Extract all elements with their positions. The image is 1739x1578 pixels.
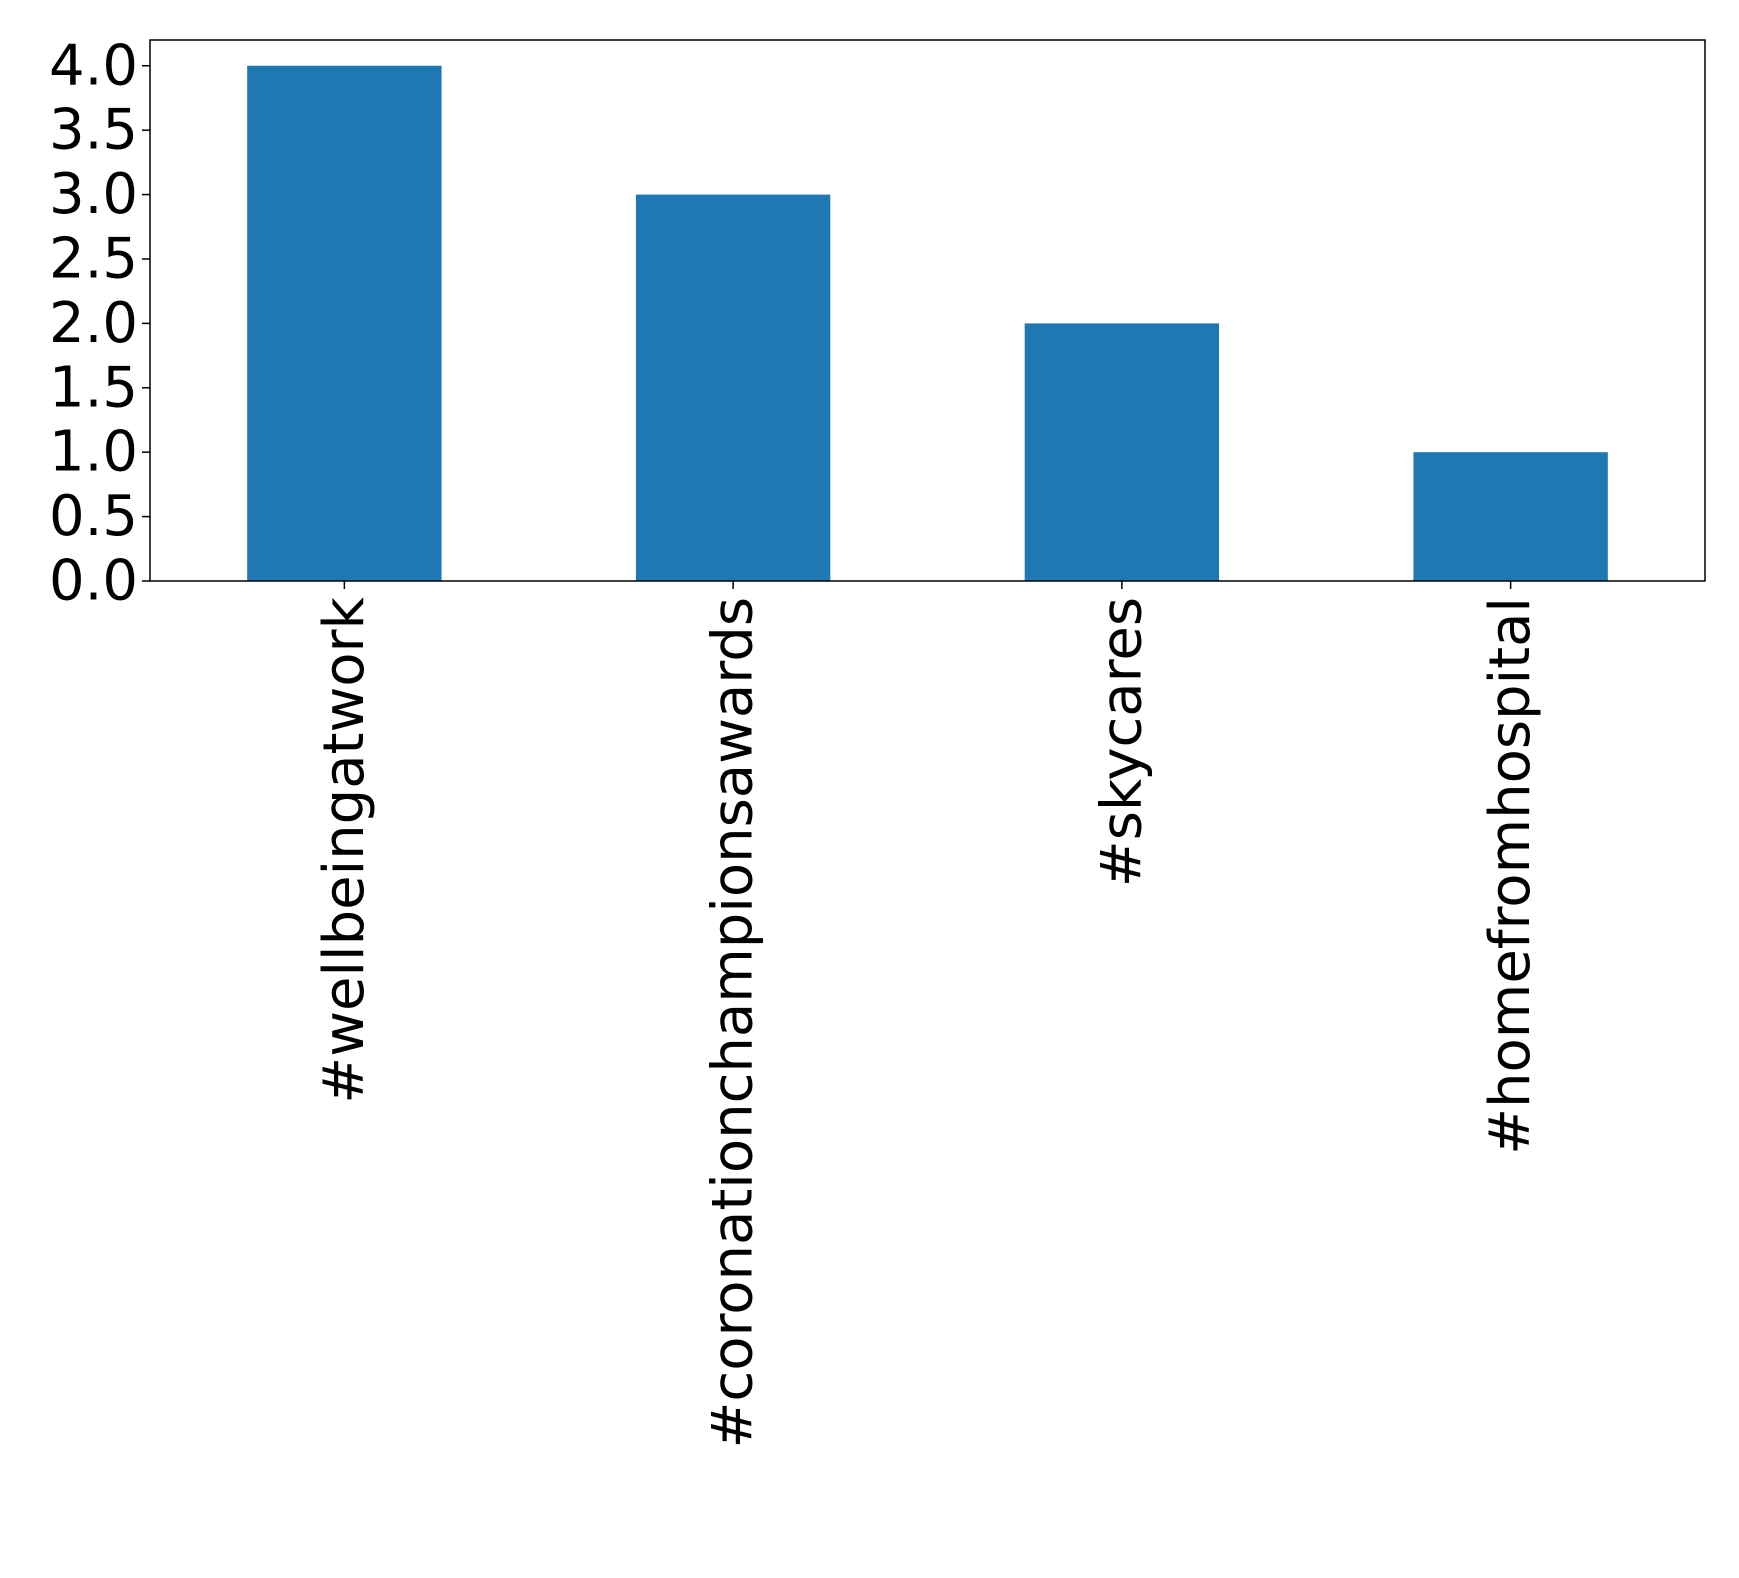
y-axis: 0.00.51.01.52.02.53.03.54.0 <box>49 33 150 614</box>
y-tick-label: 1.0 <box>49 420 138 485</box>
x-tick-label: #homefromhospital <box>1478 597 1543 1155</box>
x-tick-label: #coronationchampionsawards <box>701 597 766 1448</box>
y-tick-label: 0.5 <box>49 484 138 549</box>
y-tick-label: 3.0 <box>49 162 138 227</box>
x-tick-label: #skycares <box>1089 597 1154 887</box>
y-tick-label: 3.5 <box>49 98 138 163</box>
x-tick-label: #wellbeingatwork <box>312 596 377 1103</box>
y-tick-label: 4.0 <box>49 33 138 98</box>
x-axis: #wellbeingatwork #coronationchampionsawar… <box>312 581 1543 1448</box>
bar-1 <box>247 65 442 581</box>
bar-3 <box>1024 323 1220 581</box>
y-tick-label: 1.5 <box>49 355 138 420</box>
y-tick-label: 2.0 <box>49 291 138 356</box>
bars-layer <box>247 65 1608 582</box>
y-tick-label: 2.5 <box>49 226 138 291</box>
plot-frame <box>149 39 1706 582</box>
y-tick-label: 0.0 <box>49 549 138 614</box>
bar-4 <box>1413 452 1608 581</box>
bar-2 <box>635 194 831 582</box>
